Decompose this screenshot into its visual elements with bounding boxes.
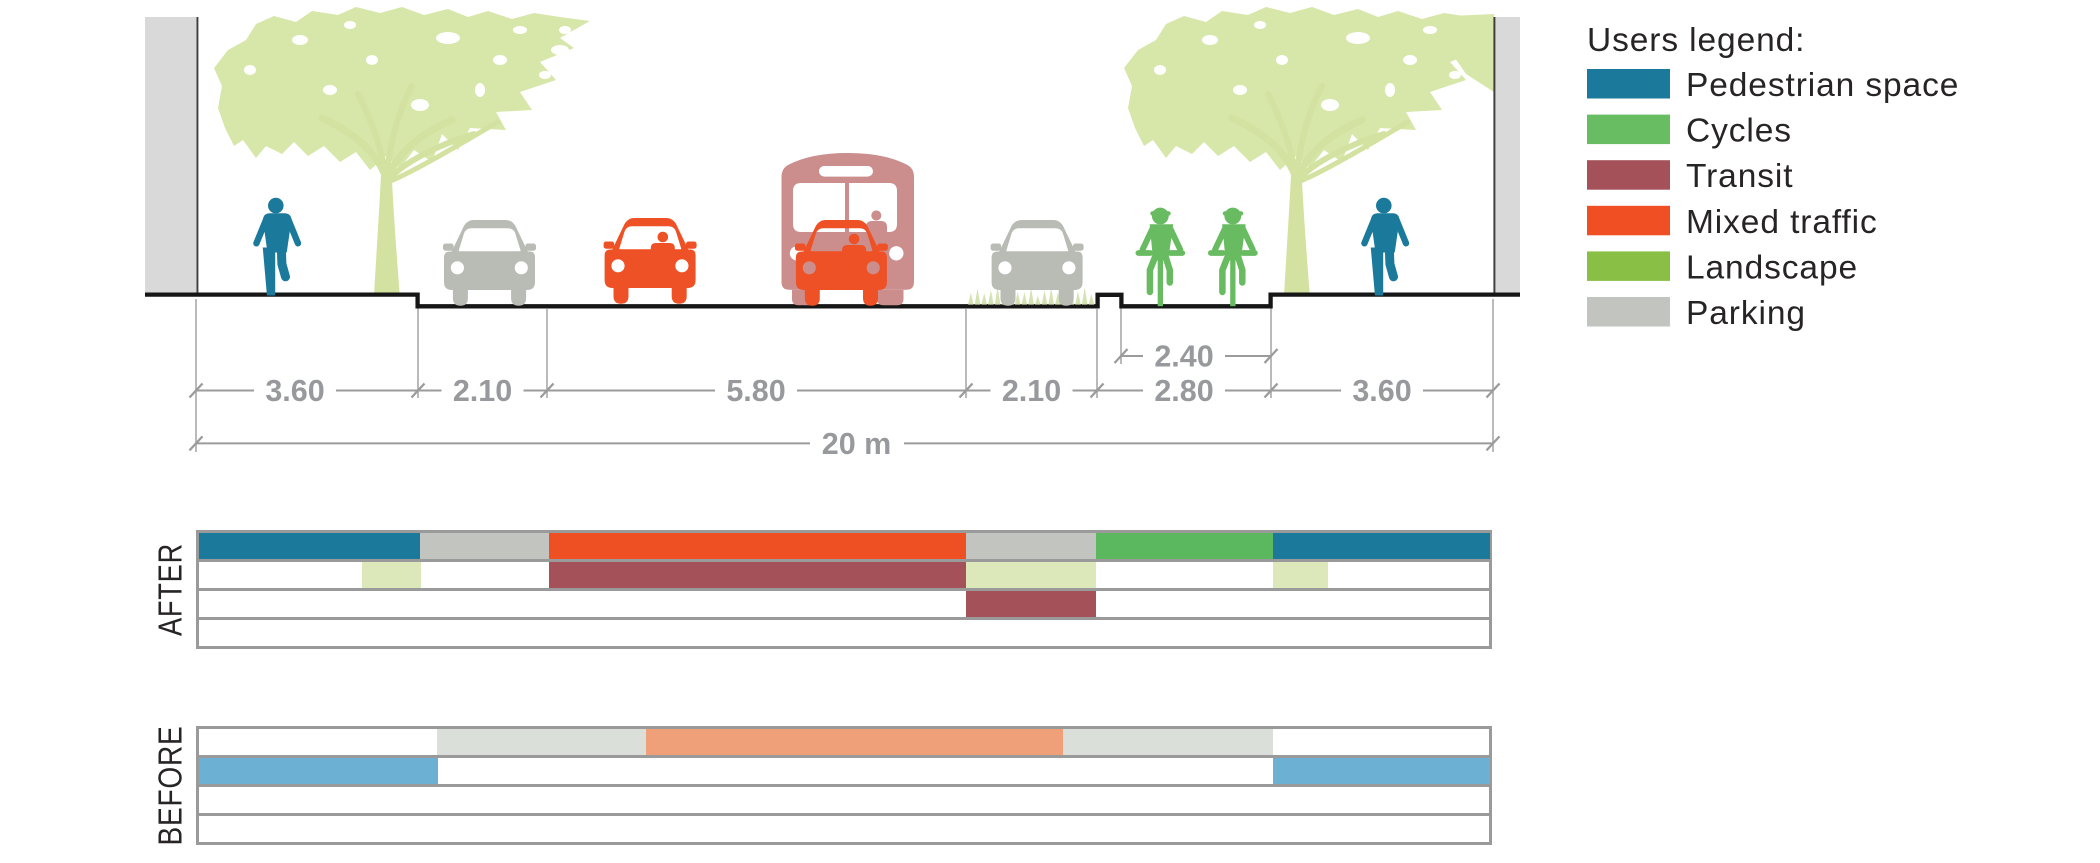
svg-text:2.40: 2.40 (1154, 340, 1213, 374)
svg-text:2.10: 2.10 (453, 374, 512, 408)
svg-text:2.80: 2.80 (1154, 374, 1213, 408)
svg-text:3.60: 3.60 (1352, 374, 1411, 408)
svg-text:3.60: 3.60 (265, 374, 324, 408)
svg-text:2.10: 2.10 (1002, 374, 1061, 408)
svg-text:Users legend:: Users legend: (1587, 22, 1805, 59)
svg-text:Landscape: Landscape (1686, 249, 1858, 286)
svg-text:Parking: Parking (1686, 295, 1806, 332)
svg-text:Mixed traffic: Mixed traffic (1686, 204, 1878, 241)
svg-text:AFTER: AFTER (153, 543, 190, 636)
svg-text:20 m: 20 m (822, 427, 892, 461)
svg-text:5.80: 5.80 (726, 374, 785, 408)
svg-text:Cycles: Cycles (1686, 113, 1792, 150)
svg-text:Pedestrian space: Pedestrian space (1686, 67, 1959, 104)
svg-text:BEFORE: BEFORE (153, 726, 190, 846)
svg-text:Transit: Transit (1686, 158, 1793, 195)
